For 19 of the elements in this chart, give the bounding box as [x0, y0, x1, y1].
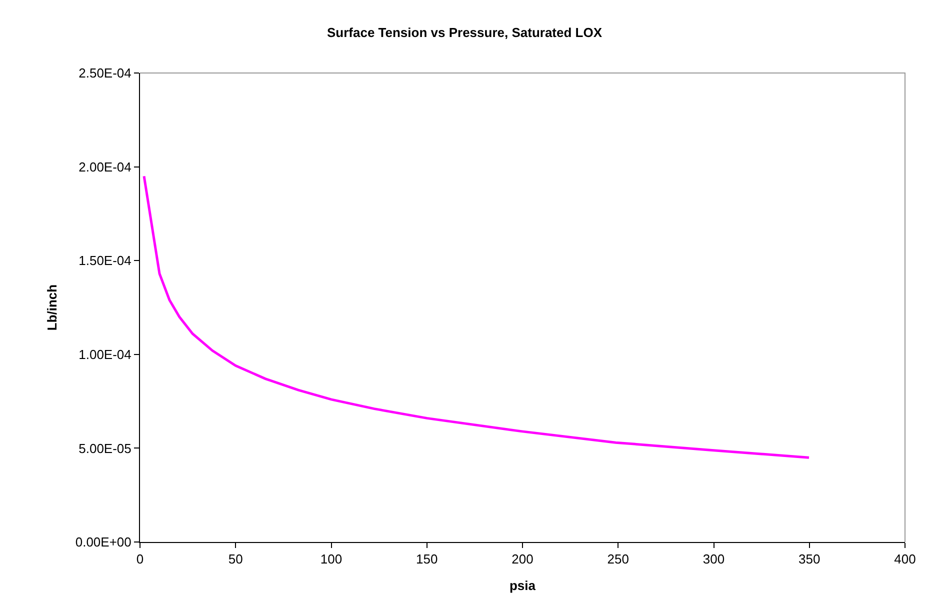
x-tick-label: 250 [607, 552, 629, 567]
y-tick-label: 2.50E-04 [78, 66, 132, 81]
x-tick-label: 400 [894, 552, 916, 567]
x-tick-label: 300 [702, 552, 725, 567]
x-tick-label: 0 [136, 552, 144, 567]
y-tick-label: 5.00E-05 [78, 440, 132, 456]
y-tick-label: 1.00E-04 [78, 346, 132, 362]
y-tick-label: 1.50E-04 [78, 253, 132, 268]
x-tick-label: 200 [512, 552, 534, 567]
x-tick-label: 350 [798, 552, 820, 567]
y-tick-label: 0.00E+00 [75, 534, 132, 550]
x-tick-label: 150 [416, 552, 438, 567]
line-series [142, 174, 810, 459]
y-tick-label: 2.00E-04 [78, 159, 132, 174]
x-tick-label: 50 [228, 552, 243, 567]
x-axis-title: psia [509, 578, 536, 594]
chart-title: Surface Tension vs Pressure, Saturated LOX [326, 24, 602, 40]
x-tick-label: 100 [320, 552, 342, 567]
y-axis-title: Lb/inch [44, 284, 60, 331]
